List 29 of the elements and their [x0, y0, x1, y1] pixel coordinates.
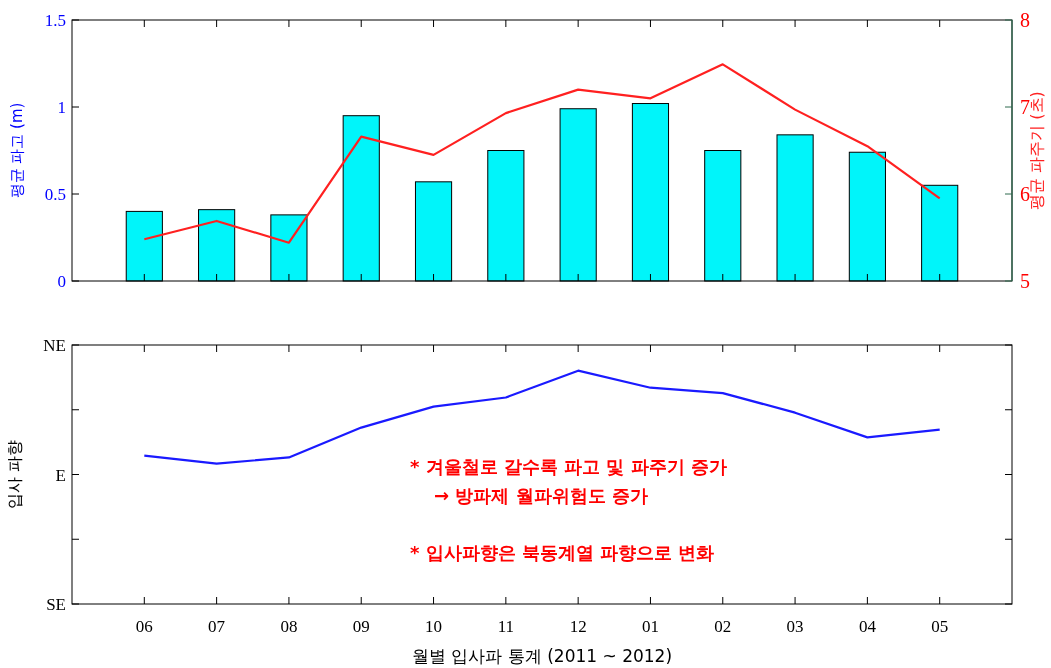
annotation: → 방파제 월파위험도 증가	[434, 485, 648, 506]
annotation: * 입사파향은 북동계열 파향으로 변화	[410, 542, 715, 563]
text: NE	[43, 336, 66, 355]
x-tick-label: 03	[786, 617, 804, 636]
y-axis-title: 입사 파향	[5, 439, 24, 510]
line-series	[143, 63, 941, 244]
x-axis-title: 월별 입사파 통계 (2011 ~ 2012)	[411, 646, 673, 666]
annotation: * 겨울철로 갈수록 파고 및 파주기 증가	[410, 456, 728, 477]
y2-tick-label: 7	[1020, 96, 1030, 118]
text: SE	[46, 595, 66, 614]
x-tick-label: 05	[931, 617, 949, 636]
x-tick-label: 12	[569, 617, 587, 636]
x-tick-label: 09	[352, 617, 370, 636]
y-tick-label: 0	[57, 272, 66, 291]
x-tick-label: 06	[135, 617, 153, 636]
x-tick-label: 01	[641, 617, 659, 636]
y-tick-label: 0.5	[44, 185, 66, 204]
y-axis-title: 평균 파고 (m)	[8, 102, 26, 199]
x-tick-label: 08	[280, 617, 298, 636]
y2-tick-label: 5	[1020, 270, 1030, 292]
x-tick-label: 02	[714, 617, 732, 636]
y-tick-label: 1	[57, 98, 66, 117]
x-tick-label: 10	[425, 617, 443, 636]
y-tick-label: 1.5	[44, 11, 66, 30]
x-tick-label: 11	[497, 617, 515, 636]
x-tick-label: 07	[208, 617, 226, 636]
y2-tick-label: 8	[1020, 9, 1030, 31]
x-tick-label: 04	[858, 617, 877, 636]
text: E	[55, 465, 66, 485]
